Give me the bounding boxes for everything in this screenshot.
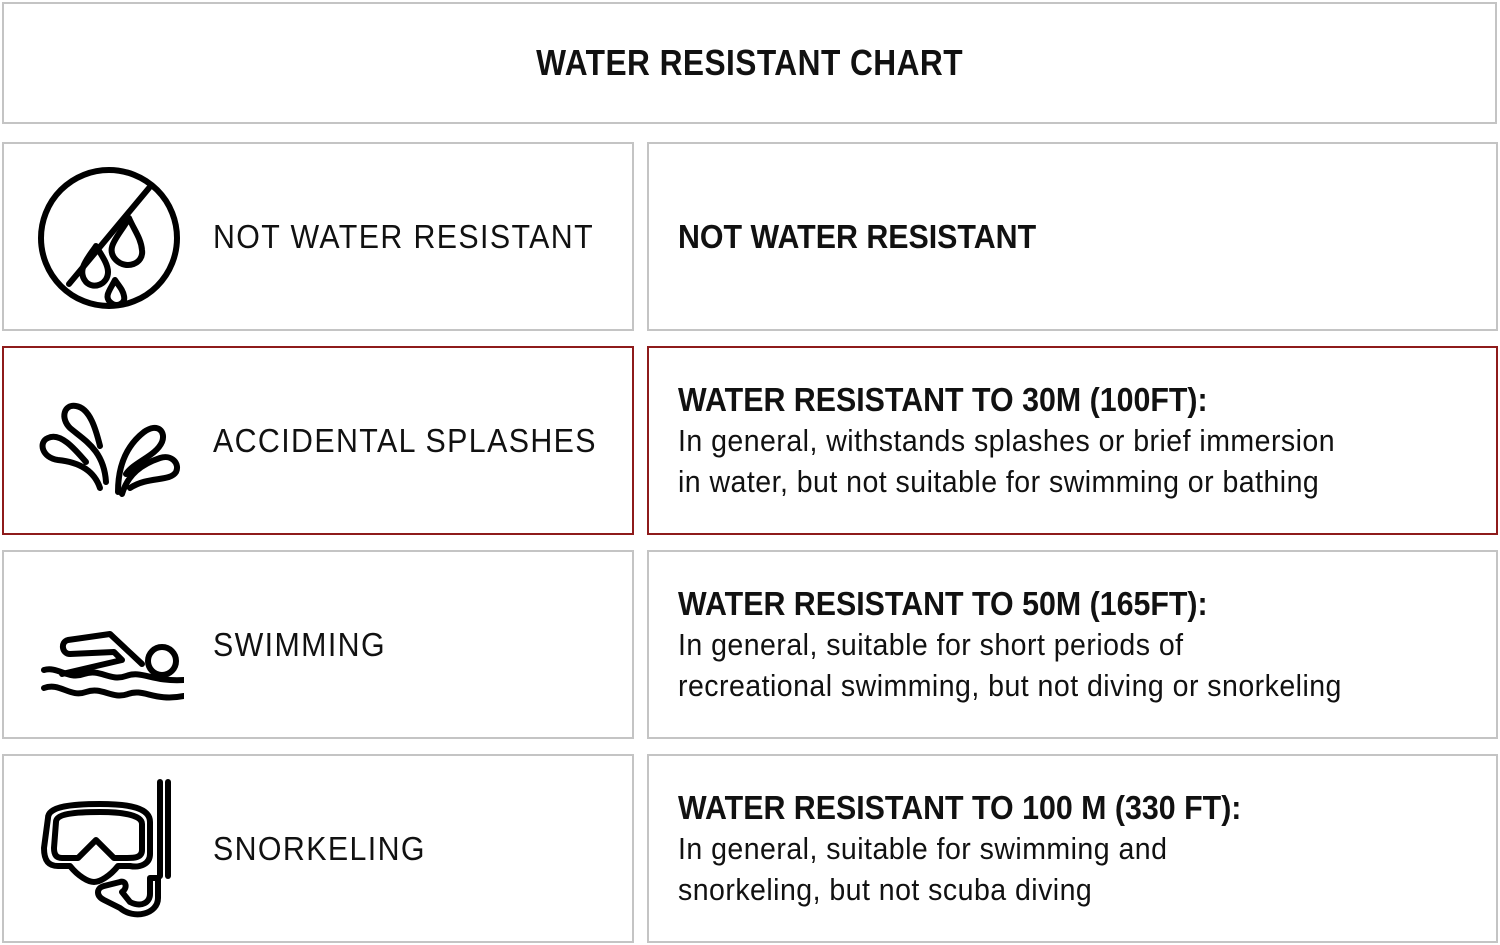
splash-icon	[39, 402, 180, 497]
row-heading: NOT WATER RESISTANT	[678, 218, 1037, 255]
row-splashes-label-cell: ACCIDENTAL SPLASHES	[2, 346, 634, 535]
row-body-line: recreational swimming, but not diving or…	[678, 668, 1342, 703]
row-not-water-resistant-desc-cell: NOT WATER RESISTANT	[647, 142, 1498, 331]
row-label: SWIMMING	[213, 625, 386, 663]
row-splashes-desc-cell: WATER RESISTANT TO 30M (100FT): In gener…	[647, 346, 1498, 535]
row-heading: WATER RESISTANT TO 50M (165FT):	[678, 585, 1208, 622]
row-snorkeling-label-cell: SNORKELING	[2, 754, 634, 943]
chart-title-box: WATER RESISTANT CHART	[2, 2, 1497, 124]
row-body-line: In general, withstands splashes or brief…	[678, 423, 1336, 458]
row-label: SNORKELING	[213, 829, 426, 867]
row-heading: WATER RESISTANT TO 100 M (330 FT):	[678, 789, 1242, 826]
swimmer-icon	[41, 631, 184, 701]
snorkel-mask-icon	[41, 779, 171, 918]
row-snorkeling-desc-cell: WATER RESISTANT TO 100 M (330 FT): In ge…	[647, 754, 1498, 943]
no-water-drops-icon	[38, 167, 180, 309]
row-swimming-label-cell: SWIMMING	[2, 550, 634, 739]
row-body-line: In general, suitable for short periods o…	[678, 627, 1184, 662]
row-label: NOT WATER RESISTANT	[213, 217, 594, 255]
row-heading: WATER RESISTANT TO 30M (100FT):	[678, 381, 1208, 418]
row-body-line: in water, but not suitable for swimming …	[678, 464, 1320, 499]
row-body-line: In general, suitable for swimming and	[678, 831, 1168, 866]
row-not-water-resistant-label-cell: NOT WATER RESISTANT	[2, 142, 634, 331]
row-body-line: snorkeling, but not scuba diving	[678, 872, 1093, 907]
row-label: ACCIDENTAL SPLASHES	[213, 421, 597, 459]
row-swimming-desc-cell: WATER RESISTANT TO 50M (165FT): In gener…	[647, 550, 1498, 739]
chart-title: WATER RESISTANT CHART	[536, 42, 963, 83]
